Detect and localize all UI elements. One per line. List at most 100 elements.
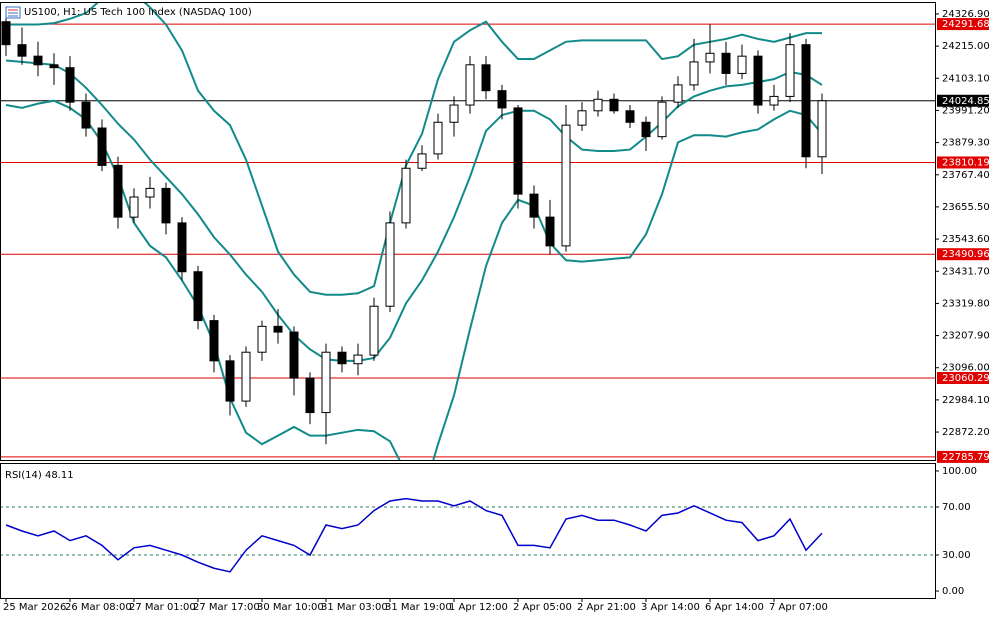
- candle-body: [113, 164, 123, 218]
- candle-body: [465, 64, 475, 106]
- candle-body: [641, 121, 651, 138]
- candle-body: [385, 222, 395, 307]
- level-label-bg: [937, 450, 989, 463]
- rsi-line: [5, 497, 823, 573]
- y-tick-label: 23207.90: [942, 331, 990, 342]
- candle-body: [433, 121, 443, 155]
- y-tick-label: 70.00: [942, 502, 971, 513]
- main-plot: [1, 3, 935, 460]
- y-tick-label: 22984.10: [942, 395, 990, 406]
- candle-body: [273, 325, 283, 333]
- y-tick-label: 100.00: [942, 466, 977, 477]
- candle-body: [481, 64, 491, 92]
- candle-body: [289, 331, 299, 379]
- x-tick-label: 2 Apr 05:00: [513, 602, 572, 613]
- axis-labels: 24326.90 24215.00 24103.10 23991.20 23879.30…: [3, 9, 990, 613]
- candle-body: [81, 101, 91, 129]
- candle-body: [193, 271, 203, 322]
- candle-body: [657, 101, 667, 138]
- band-line: [6, 3, 822, 296]
- candle-body: [17, 44, 27, 57]
- y-tick-label: 24103.10: [942, 73, 990, 84]
- rsi-frame: [0, 463, 936, 599]
- y-tick-label: 23431.70: [942, 266, 990, 277]
- level-label-bg: [937, 18, 989, 31]
- y-tick-label: 23991.20: [942, 105, 990, 116]
- x-tick-label: 3 Apr 14:00: [641, 602, 700, 613]
- x-tick-label: 25 Mar 2026: [3, 602, 66, 613]
- candle-body: [705, 52, 715, 63]
- candle-body: [97, 127, 107, 166]
- level-label-bg: [937, 156, 989, 169]
- candle-body: [417, 153, 427, 169]
- candle-body: [225, 360, 235, 402]
- candle-body: [161, 187, 171, 224]
- x-tick-label: 26 Mar 08:00: [65, 602, 132, 613]
- level-label: 23490.96: [942, 249, 990, 260]
- level-label-bg: [937, 372, 989, 385]
- y-tick-label: 24215.00: [942, 41, 990, 52]
- y-tick-label: 23879.30: [942, 138, 990, 149]
- candle-body: [513, 107, 523, 195]
- candle-body: [401, 167, 411, 224]
- candle-body: [577, 110, 587, 126]
- candle-body: [145, 187, 155, 198]
- main-frame: [0, 2, 936, 461]
- candle-body: [609, 98, 619, 112]
- y-tick-label: 0.00: [942, 586, 964, 597]
- candle-body: [769, 95, 779, 106]
- x-tick-label: 31 Mar 19:00: [385, 602, 452, 613]
- x-tick-label: 27 Mar 17:00: [193, 602, 260, 613]
- candle-body: [737, 55, 747, 74]
- candle-body: [1, 21, 11, 46]
- candle-body: [321, 351, 331, 414]
- candle-body: [625, 110, 635, 123]
- candle-body: [785, 44, 795, 97]
- level-label: 23060.29: [942, 373, 990, 384]
- candle-body: [49, 64, 59, 69]
- current-price-label: 24024.85: [942, 96, 990, 107]
- candle-body: [721, 52, 731, 74]
- candle-body: [129, 196, 139, 218]
- x-tick-label: 30 Mar 10:00: [257, 602, 324, 613]
- y-tick-label: 30.00: [942, 550, 971, 561]
- candle-body: [257, 325, 267, 353]
- candle-body: [529, 193, 539, 218]
- candle-body: [673, 84, 683, 103]
- candle-body: [817, 100, 827, 158]
- level-label: 24291.68: [942, 19, 990, 30]
- x-tick-label: 7 Apr 07:00: [769, 602, 828, 613]
- candle-body: [353, 354, 363, 365]
- symbol-icon: [5, 6, 21, 19]
- x-tick-label: 1 Apr 12:00: [449, 602, 508, 613]
- band-line: [5, 59, 823, 362]
- current-price-bg: [937, 94, 989, 107]
- y-tick-label: 23319.80: [942, 298, 990, 309]
- level-label: 22785.79: [942, 452, 990, 463]
- level-label: 23810.19: [942, 157, 990, 168]
- candle-body: [545, 216, 555, 247]
- candle-body: [305, 377, 315, 414]
- candle-body: [561, 124, 571, 247]
- chart-title: US100, H1: US Tech 100 Index (NASDAQ 100…: [24, 7, 252, 18]
- rsi-plot: [1, 497, 935, 573]
- candle-body: [177, 222, 187, 273]
- y-tick-label: 23767.40: [942, 170, 990, 181]
- x-tick-label: 6 Apr 14:00: [705, 602, 764, 613]
- x-tick-label: 2 Apr 21:00: [577, 602, 636, 613]
- candle-body: [369, 305, 379, 356]
- candle-body: [449, 104, 459, 123]
- rsi-title: RSI(14) 48.11: [5, 470, 74, 481]
- candle-body: [33, 55, 43, 66]
- y-tick-label: 23655.50: [942, 202, 990, 213]
- candle-body: [65, 67, 75, 103]
- candle-body: [753, 55, 763, 106]
- candle-body: [497, 90, 507, 109]
- y-tick-label: 23096.00: [942, 363, 990, 374]
- band-line: [5, 99, 823, 460]
- y-tick-label: 24326.90: [942, 9, 990, 20]
- candle-body: [689, 61, 699, 86]
- candle-body: [209, 320, 219, 362]
- x-tick-label: 27 Mar 01:00: [129, 602, 196, 613]
